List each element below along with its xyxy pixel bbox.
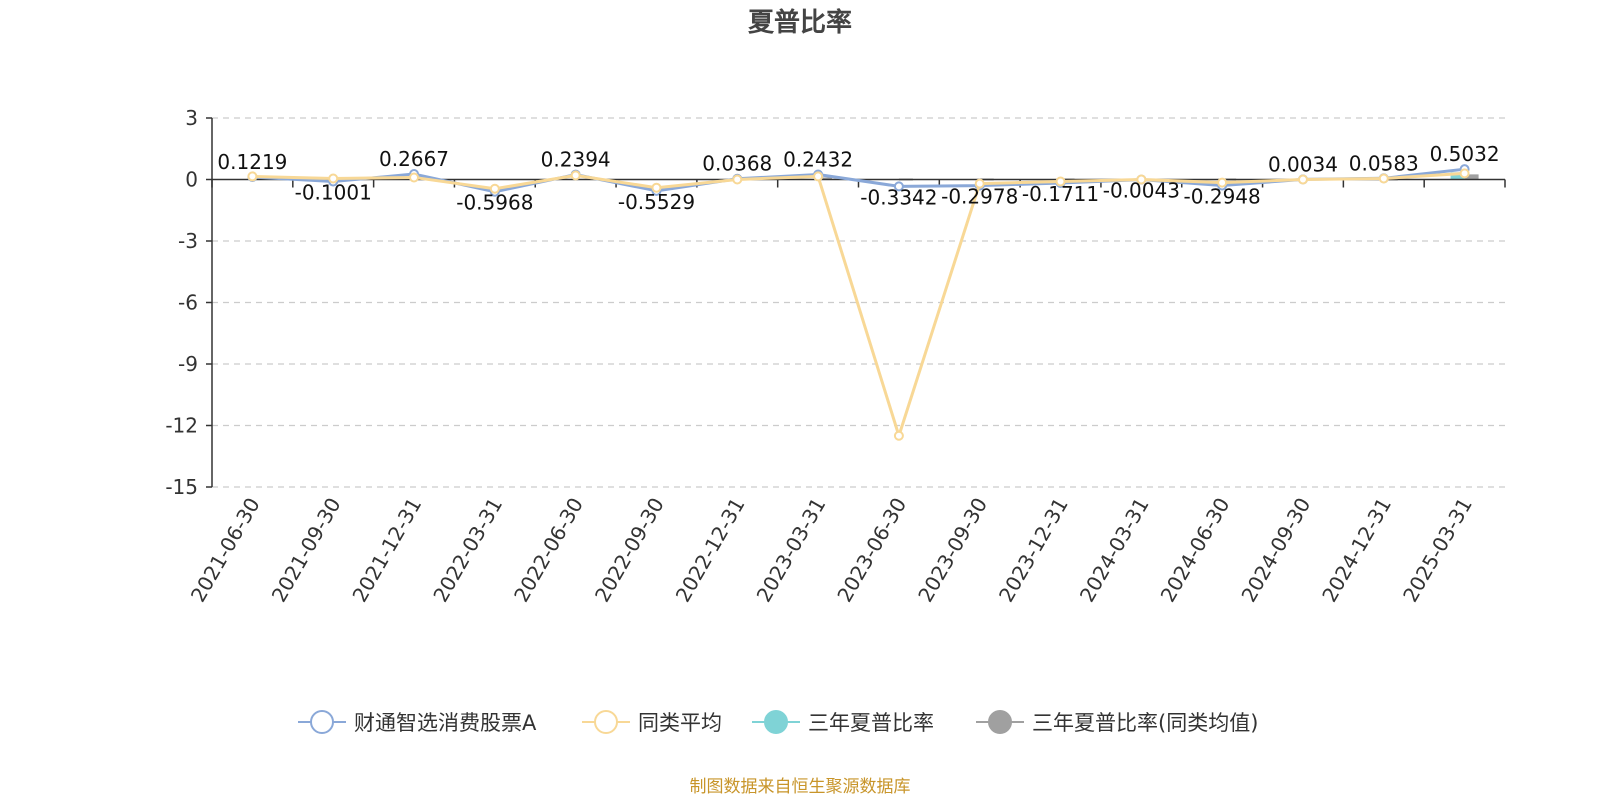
x-tick-label: 2021-09-30 — [267, 494, 346, 607]
peer-average-line — [252, 171, 1465, 438]
peer-average-point — [570, 170, 581, 181]
data-labels: 0.1219 -0.1001 0.2667 -0.5968 0.2394 -0.5529 0… — [217, 142, 1499, 215]
y-tick-label: -6 — [178, 291, 198, 315]
x-tick-label: 2023-12-31 — [994, 494, 1073, 607]
x-tick-label: 2022-12-31 — [671, 494, 750, 607]
x-tick-label: 2024-03-31 — [1075, 494, 1154, 607]
legend-item[interactable]: 同类平均 — [582, 710, 722, 735]
legend-marker-icon — [310, 710, 334, 734]
peer-average-point — [489, 183, 500, 194]
peer-average-point — [732, 174, 743, 185]
peer-average-point — [651, 182, 662, 193]
y-tick-label: -12 — [165, 414, 198, 438]
data-label: -0.5968 — [456, 191, 533, 215]
peer-average-point — [1297, 174, 1308, 185]
data-label: 0.1219 — [217, 150, 287, 174]
data-label: 0.2432 — [783, 148, 853, 172]
fund-point — [893, 181, 904, 192]
peer-average-point — [1136, 174, 1147, 185]
legend-marker-icon — [764, 710, 788, 734]
x-tick-label: 2024-09-30 — [1236, 494, 1315, 607]
peer-average-point — [1459, 168, 1470, 179]
x-tick-label: 2022-06-30 — [509, 494, 588, 607]
x-tick-label: 2023-03-31 — [752, 494, 831, 607]
bar-three-year-peer — [1464, 174, 1479, 180]
legend-item[interactable]: 三年夏普比率 — [752, 710, 934, 735]
peer-average-point — [974, 178, 985, 189]
data-label: -0.2948 — [1184, 185, 1261, 209]
legend[interactable]: 财通智选消费股票A 同类平均 三年夏普比率 三年夏普比率(同类均值) — [298, 710, 1258, 735]
legend-label: 三年夏普比率(同类均值) — [1032, 711, 1258, 735]
data-label: -0.1711 — [1022, 182, 1099, 206]
data-label: -0.1001 — [295, 181, 372, 205]
data-label: -0.5529 — [618, 190, 695, 214]
peer-average-point — [813, 171, 824, 182]
source-note: 制图数据来自恒生聚源数据库 — [690, 777, 911, 797]
legend-item[interactable]: 财通智选消费股票A — [298, 710, 537, 735]
data-label: 0.0034 — [1268, 152, 1338, 176]
data-label: 0.0583 — [1349, 151, 1419, 175]
data-label: -0.2978 — [941, 185, 1018, 209]
peer-average-point — [247, 171, 258, 182]
peer-average-point — [1055, 176, 1066, 187]
data-label: -0.3342 — [860, 185, 937, 209]
x-tick-label: 2023-09-30 — [913, 494, 992, 607]
x-tick-label: 2024-06-30 — [1156, 494, 1235, 607]
x-tick-label: 2022-03-31 — [428, 494, 507, 607]
y-tick-label: 0 — [185, 168, 198, 192]
legend-item[interactable]: 三年夏普比率(同类均值) — [976, 710, 1258, 735]
x-tick-label: 2025-03-31 — [1398, 494, 1477, 607]
x-tick-label: 2021-06-30 — [186, 494, 265, 607]
peer-average-point — [1217, 177, 1228, 188]
chart-title: 夏普比率 — [748, 7, 852, 38]
data-label: -0.0043 — [1103, 179, 1180, 203]
legend-marker-icon — [988, 710, 1012, 734]
peer-average-point — [328, 173, 339, 184]
x-tick-label: 2023-06-30 — [832, 494, 911, 607]
bar-three-year — [1450, 172, 1465, 180]
data-label: 0.5032 — [1430, 142, 1500, 166]
data-label: 0.2667 — [379, 147, 449, 171]
legend-marker-icon — [594, 710, 618, 734]
legend-label: 三年夏普比率 — [808, 711, 934, 735]
y-tick-label: -9 — [178, 352, 198, 376]
y-tick-label: 3 — [185, 106, 198, 130]
x-tick-label: 2021-12-31 — [347, 494, 426, 607]
y-tick-label: -3 — [178, 229, 198, 253]
peer-average-point — [409, 172, 420, 183]
x-tick-label: 2022-09-30 — [590, 494, 669, 607]
peer-average-point — [893, 430, 904, 441]
series-lines — [247, 164, 1470, 441]
y-tick-label: -15 — [165, 475, 198, 499]
data-label: 0.2394 — [541, 148, 611, 172]
peer-average-point — [1378, 173, 1389, 184]
legend-label: 同类平均 — [638, 711, 722, 735]
data-label: 0.0368 — [702, 152, 772, 176]
x-tick-label: 2024-12-31 — [1317, 494, 1396, 607]
bar-three-year-peer — [818, 177, 833, 180]
legend-label: 财通智选消费股票A — [354, 711, 537, 735]
